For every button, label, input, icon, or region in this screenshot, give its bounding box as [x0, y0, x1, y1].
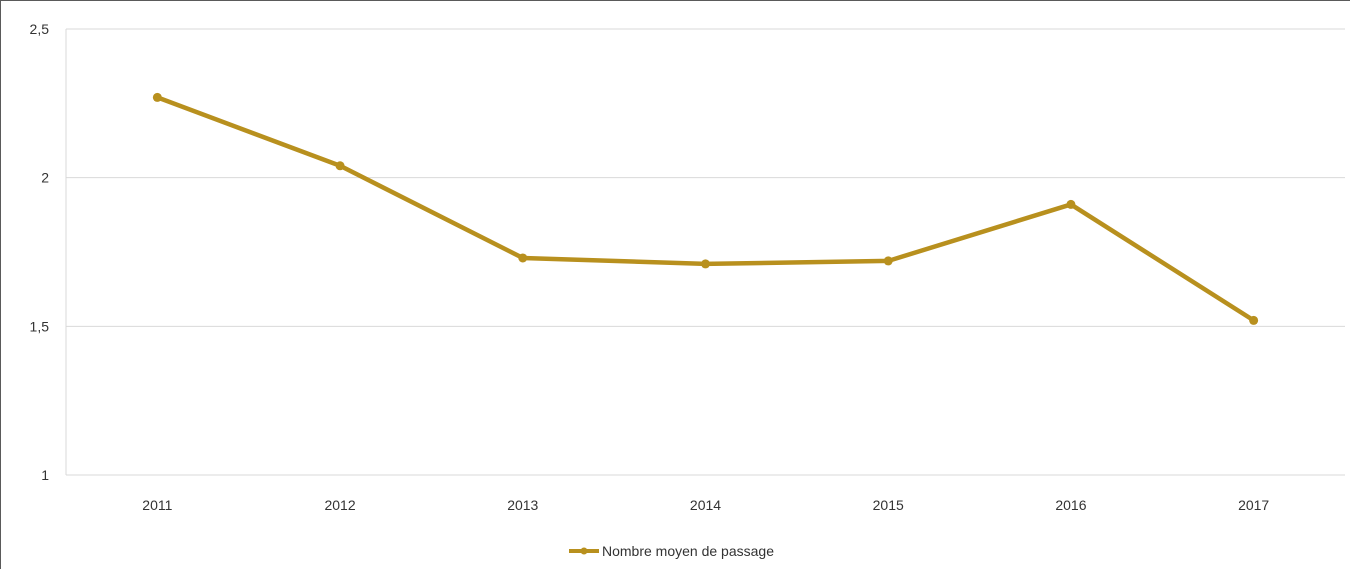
y-tick-label: 1 — [41, 467, 49, 483]
series-line — [155, 95, 1256, 323]
legend-label: Nombre moyen de passage — [602, 543, 774, 559]
x-tick-label: 2012 — [324, 497, 355, 513]
x-tick-label: 2015 — [873, 497, 904, 513]
x-tick-label: 2016 — [1055, 497, 1086, 513]
legend: Nombre moyen de passage — [569, 543, 774, 559]
y-tick-label: 1,5 — [30, 318, 50, 334]
x-tick-label: 2014 — [690, 497, 721, 513]
x-tick-label: 2011 — [142, 497, 172, 513]
gridlines — [65, 28, 1345, 476]
data-point-2013 — [518, 253, 528, 263]
x-axis-ticks: 2011 2012 2013 2014 2015 2016 2017 — [142, 497, 1269, 513]
data-point-2017 — [1249, 315, 1259, 325]
y-tick-label: 2,5 — [30, 21, 50, 37]
y-axis-ticks: 1 1,5 2 2,5 — [30, 21, 50, 483]
data-point-2015 — [883, 256, 893, 266]
data-point-2012 — [335, 161, 345, 171]
legend-swatch-marker — [580, 547, 588, 555]
series-layer — [152, 92, 1259, 325]
x-tick-label: 2013 — [507, 497, 538, 513]
y-tick-label: 2 — [41, 170, 49, 186]
x-tick-label: 2017 — [1238, 497, 1269, 513]
data-point-2016 — [1066, 199, 1076, 209]
data-point-2011 — [152, 92, 162, 102]
data-point-2014 — [701, 259, 710, 269]
